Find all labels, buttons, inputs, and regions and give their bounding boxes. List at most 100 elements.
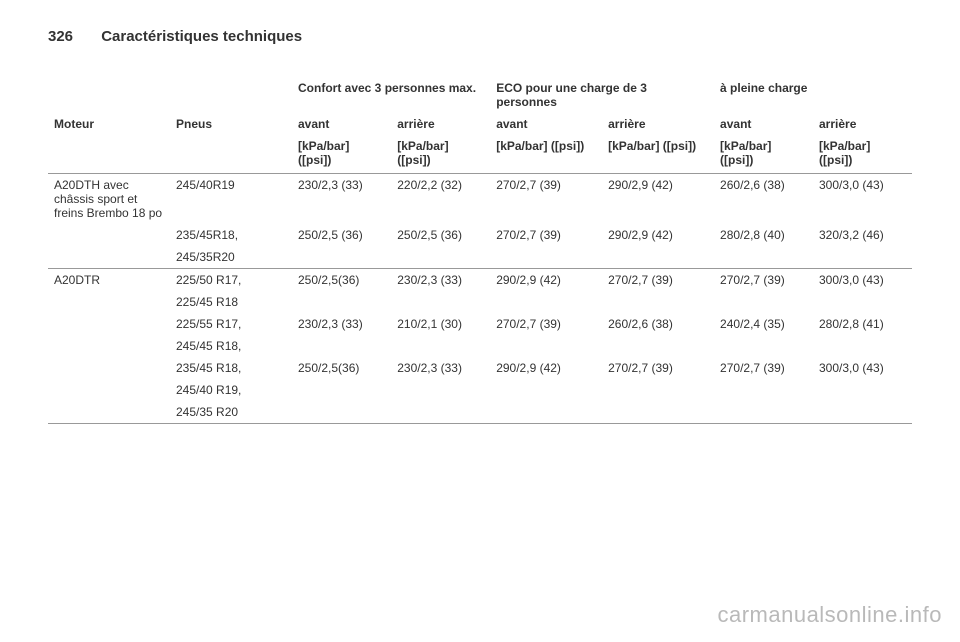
col-header-motor: Moteur <box>48 113 170 135</box>
unit-blank2 <box>170 135 292 174</box>
col-sub-comfort-front: avant <box>292 113 391 135</box>
table-row: 235/45R18,250/2,5 (36)250/2,5 (36)270/2,… <box>48 224 912 246</box>
cell-value <box>813 335 912 357</box>
cell-value: 250/2,5 (36) <box>391 224 490 246</box>
table-row: A20DTR225/50 R17,250/2,5(36)230/2,3 (33)… <box>48 269 912 292</box>
cell-value: 300/3,0 (43) <box>813 357 912 379</box>
table-row: 225/55 R17,230/2,3 (33)210/2,1 (30)270/2… <box>48 313 912 335</box>
cell-value: 230/2,3 (33) <box>292 174 391 225</box>
cell-value <box>714 246 813 269</box>
tire-pressure-table: Confort avec 3 personnes max. ECO pour u… <box>48 77 912 424</box>
cell-value <box>714 335 813 357</box>
cell-value <box>602 246 714 269</box>
table-row: 245/35 R20 <box>48 401 912 424</box>
cell-motor <box>48 379 170 401</box>
cell-value: 300/3,0 (43) <box>813 174 912 225</box>
table-units-row: [kPa/bar] ([psi]) [kPa/bar] ([psi]) [kPa… <box>48 135 912 174</box>
cell-value: 260/2,6 (38) <box>714 174 813 225</box>
cell-motor <box>48 246 170 269</box>
cell-value <box>490 335 602 357</box>
cell-value <box>292 335 391 357</box>
col-header-blank1 <box>48 77 170 113</box>
cell-value <box>602 379 714 401</box>
col-group-comfort: Confort avec 3 personnes max. <box>292 77 490 113</box>
cell-value <box>813 379 912 401</box>
cell-value <box>391 379 490 401</box>
cell-value: 270/2,7 (39) <box>714 357 813 379</box>
cell-value <box>602 335 714 357</box>
cell-tires: 225/45 R18 <box>170 291 292 313</box>
cell-tires: 245/40 R19, <box>170 379 292 401</box>
cell-value <box>714 401 813 424</box>
cell-tires: 235/45R18, <box>170 224 292 246</box>
cell-value <box>292 246 391 269</box>
page-title: Caractéristiques techniques <box>101 28 302 45</box>
cell-value: 230/2,3 (33) <box>391 269 490 292</box>
cell-tires: 235/45 R18, <box>170 357 292 379</box>
cell-value <box>813 246 912 269</box>
cell-value <box>813 401 912 424</box>
col-sub-full-rear: arrière <box>813 113 912 135</box>
col-sub-comfort-rear: arrière <box>391 113 490 135</box>
cell-value: 270/2,7 (39) <box>490 313 602 335</box>
cell-value <box>490 379 602 401</box>
cell-value <box>391 291 490 313</box>
cell-value <box>714 379 813 401</box>
cell-value <box>602 401 714 424</box>
cell-motor <box>48 335 170 357</box>
cell-value: 270/2,7 (39) <box>714 269 813 292</box>
cell-motor <box>48 401 170 424</box>
watermark: carmanualsonline.info <box>717 602 942 628</box>
table-row: A20DTH avec châssis sport et freins Brem… <box>48 174 912 225</box>
cell-value: 230/2,3 (33) <box>391 357 490 379</box>
cell-tires: 225/55 R17, <box>170 313 292 335</box>
table-row: 225/45 R18 <box>48 291 912 313</box>
cell-tires: 225/50 R17, <box>170 269 292 292</box>
col-header-tires: Pneus <box>170 113 292 135</box>
cell-motor <box>48 357 170 379</box>
col-sub-eco-rear: arrière <box>602 113 714 135</box>
cell-value: 290/2,9 (42) <box>490 269 602 292</box>
cell-value: 270/2,7 (39) <box>602 269 714 292</box>
cell-motor: A20DTH avec châssis sport et freins Brem… <box>48 174 170 225</box>
cell-value: 210/2,1 (30) <box>391 313 490 335</box>
cell-value <box>292 291 391 313</box>
cell-value: 250/2,5(36) <box>292 269 391 292</box>
cell-value: 280/2,8 (40) <box>714 224 813 246</box>
cell-value <box>292 379 391 401</box>
unit-comfort-rear: [kPa/bar] ([psi]) <box>391 135 490 174</box>
cell-value <box>813 291 912 313</box>
table-row: 235/45 R18,250/2,5(36)230/2,3 (33)290/2,… <box>48 357 912 379</box>
unit-eco-rear: [kPa/bar] ([psi]) <box>602 135 714 174</box>
cell-value: 250/2,5(36) <box>292 357 391 379</box>
cell-value: 290/2,9 (42) <box>602 174 714 225</box>
cell-motor <box>48 224 170 246</box>
cell-value: 270/2,7 (39) <box>490 224 602 246</box>
cell-tires: 245/35 R20 <box>170 401 292 424</box>
unit-full-rear: [kPa/bar] ([psi]) <box>813 135 912 174</box>
table-group-header: Confort avec 3 personnes max. ECO pour u… <box>48 77 912 113</box>
unit-full-front: [kPa/bar] ([psi]) <box>714 135 813 174</box>
cell-value: 220/2,2 (32) <box>391 174 490 225</box>
cell-motor <box>48 313 170 335</box>
cell-value <box>391 335 490 357</box>
unit-blank1 <box>48 135 170 174</box>
cell-value: 270/2,7 (39) <box>490 174 602 225</box>
cell-value: 240/2,4 (35) <box>714 313 813 335</box>
cell-value: 300/3,0 (43) <box>813 269 912 292</box>
col-header-blank2 <box>170 77 292 113</box>
cell-value: 230/2,3 (33) <box>292 313 391 335</box>
unit-comfort-front: [kPa/bar] ([psi]) <box>292 135 391 174</box>
cell-value <box>490 246 602 269</box>
page-header: 326 Caractéristiques techniques <box>48 28 912 45</box>
cell-value: 260/2,6 (38) <box>602 313 714 335</box>
col-sub-full-front: avant <box>714 113 813 135</box>
cell-value <box>490 401 602 424</box>
cell-motor: A20DTR <box>48 269 170 292</box>
cell-value: 250/2,5 (36) <box>292 224 391 246</box>
page: 326 Caractéristiques techniques Confort … <box>0 0 960 424</box>
cell-value <box>602 291 714 313</box>
cell-tires: 245/40R19 <box>170 174 292 225</box>
cell-value: 320/3,2 (46) <box>813 224 912 246</box>
cell-value: 290/2,9 (42) <box>490 357 602 379</box>
